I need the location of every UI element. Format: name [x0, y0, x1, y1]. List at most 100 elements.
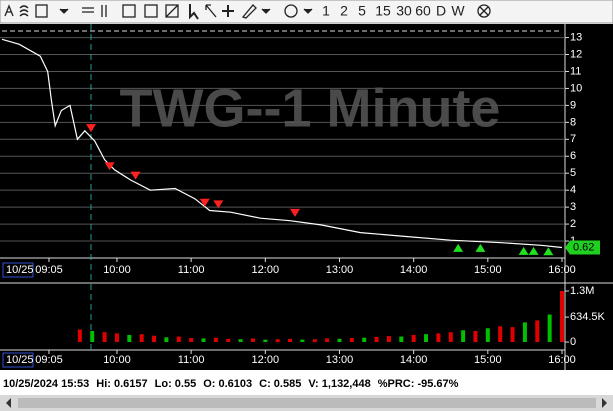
icon-dropdown3[interactable] — [303, 8, 313, 14]
x-tick-label: 10:00 — [103, 354, 131, 366]
icon-dropdown2[interactable] — [261, 8, 271, 14]
volume-bar — [337, 338, 342, 342]
sell-signal — [104, 162, 115, 171]
date-label: 10/25 — [6, 354, 34, 366]
icon-lines[interactable] — [82, 7, 94, 13]
y-tick-label: 634.5K — [570, 311, 606, 323]
icon-arrow[interactable] — [205, 4, 217, 18]
volume-bar — [127, 334, 132, 342]
volume-bar — [102, 332, 107, 342]
icon-pointer[interactable] — [189, 4, 199, 20]
volume-bar — [535, 320, 540, 342]
buy-signal — [518, 246, 529, 255]
y-tick-label: 13 — [570, 31, 582, 43]
x-tick-label: 12:00 — [252, 354, 280, 366]
icon-cross[interactable] — [222, 5, 234, 17]
icon-box[interactable] — [35, 4, 48, 18]
buy-signal — [528, 246, 539, 255]
last-value-label: 0.62 — [573, 241, 594, 253]
volume-bar — [448, 332, 453, 342]
volume-bar — [275, 339, 280, 342]
icon-grid3[interactable] — [165, 4, 179, 18]
interval-buttons: 1 2 5 15 30 60 D W — [322, 3, 465, 19]
status-item: Hi: 0.6157 — [96, 378, 147, 390]
x-tick-label: 14:00 — [400, 264, 428, 276]
y-tick-label: 11 — [570, 65, 581, 77]
x-tick-label: 11:00 — [178, 354, 205, 366]
x-tick-label: 09:05 — [35, 264, 63, 276]
y-tick-label: 4 — [570, 184, 576, 196]
x-tick-label: 14:00 — [400, 354, 428, 366]
volume-bar — [213, 337, 218, 342]
y-tick-label: 6 — [570, 150, 576, 162]
scroll-right[interactable] — [602, 398, 607, 408]
volume-bar — [300, 339, 305, 342]
volume-bar — [152, 335, 157, 342]
volume-bar — [485, 328, 490, 342]
status-item: %PRC: -95.67% — [378, 378, 459, 390]
volume-bar — [510, 327, 515, 342]
scroll-thumb[interactable] — [18, 398, 596, 408]
x-tick-label: 15:00 — [474, 354, 502, 366]
icon-dropdown[interactable] — [59, 8, 69, 14]
chart-background — [0, 24, 613, 370]
volume-bar — [399, 336, 404, 342]
x-tick-label: 15:00 — [474, 264, 502, 276]
volume-bar — [288, 338, 293, 342]
interval-button[interactable]: 2 — [340, 3, 348, 19]
volume-bar — [238, 339, 243, 342]
icon-cancel-x[interactable] — [479, 6, 489, 16]
volume-bar — [522, 322, 527, 342]
date-box — [2, 262, 34, 278]
volume-bar — [560, 291, 564, 342]
interval-button[interactable]: D — [436, 3, 446, 19]
interval-button[interactable]: 60 — [415, 3, 431, 19]
volume-bar — [201, 338, 206, 342]
interval-button[interactable]: 30 — [396, 3, 412, 19]
icon-a[interactable] — [4, 4, 14, 17]
icon-waves[interactable] — [19, 5, 29, 17]
icon-bars[interactable] — [101, 5, 107, 17]
icon-clock[interactable] — [284, 4, 298, 18]
interval-button[interactable]: W — [451, 3, 465, 19]
volume-bar — [473, 331, 478, 342]
status-item: V: 1,132,448 — [308, 378, 370, 390]
icon-cancel[interactable] — [477, 4, 491, 18]
volume-bar — [362, 337, 367, 342]
status-item: C: 0.585 — [259, 378, 301, 390]
volume-bar — [263, 339, 268, 342]
x-tick-label: 16:00 — [548, 264, 576, 276]
x-tick-label: 11:00 — [178, 264, 205, 276]
status-items: 10/25/2024 15:53 Hi: 0.6157 Lo: 0.55 O: 0.6… — [3, 378, 459, 390]
y-tick-label: 1.3M — [570, 285, 594, 297]
volume-bar — [164, 337, 169, 342]
last-value-tag — [565, 240, 600, 255]
volume-bar — [189, 338, 194, 342]
volume-bar — [139, 334, 144, 342]
scroll-left[interactable] — [6, 398, 11, 408]
status-item: 10/25/2024 15:53 — [3, 378, 89, 390]
volume-bar — [325, 338, 330, 342]
interval-button[interactable]: 15 — [375, 3, 391, 19]
icon-pencil[interactable] — [241, 4, 257, 19]
status-bar — [0, 372, 613, 394]
x-tick-label: 10:00 — [103, 264, 131, 276]
volume-bar — [77, 329, 82, 342]
icon-grid2[interactable] — [144, 4, 158, 18]
date-box — [2, 352, 34, 368]
sell-signal — [130, 171, 141, 180]
buy-signal — [543, 247, 554, 256]
status-item: O: 0.6103 — [203, 378, 252, 390]
interval-button[interactable]: 1 — [322, 3, 330, 19]
volume-bar — [312, 339, 317, 342]
y-tick-label: 12 — [570, 48, 582, 60]
volume-bar — [436, 333, 441, 342]
x-tick-label: 12:00 — [252, 264, 280, 276]
interval-button[interactable]: 5 — [358, 3, 366, 19]
volume-bar — [411, 334, 416, 342]
buy-signal — [475, 243, 486, 252]
x-tick-label: 13:00 — [326, 264, 354, 276]
icon-grid1[interactable] — [122, 4, 136, 18]
volume-bar — [547, 314, 552, 342]
